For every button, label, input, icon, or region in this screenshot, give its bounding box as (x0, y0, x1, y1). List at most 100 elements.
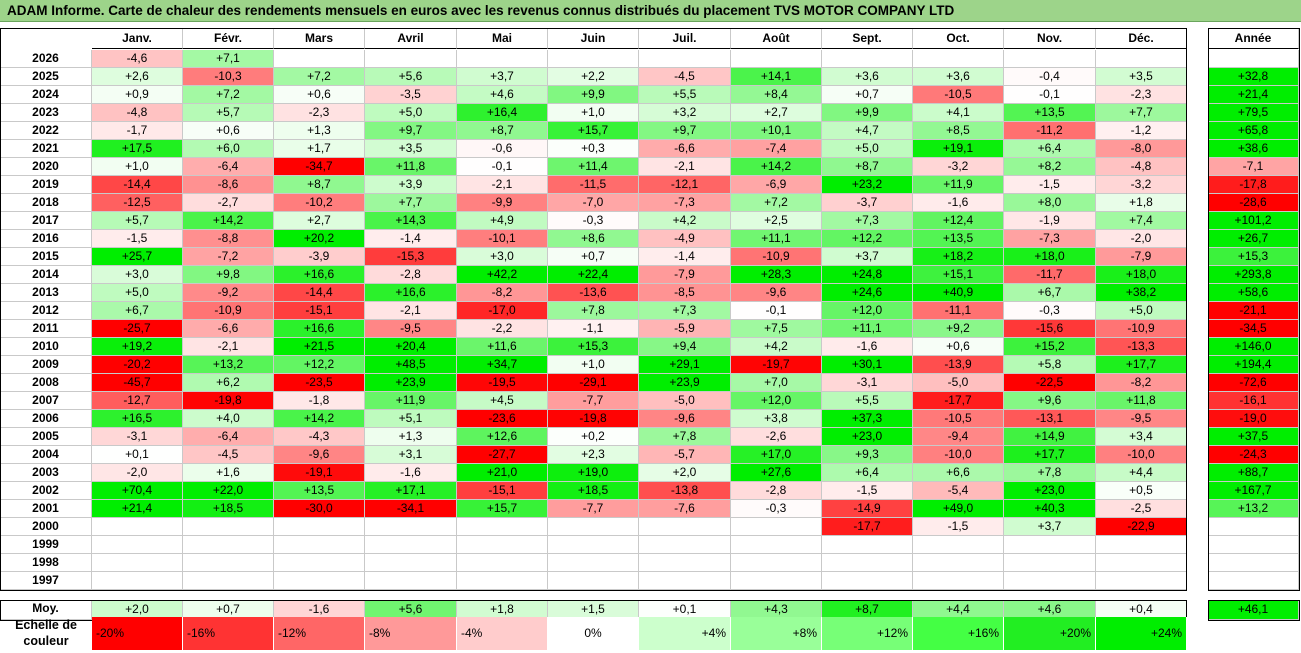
heatmap-cell: +4,7 (822, 122, 913, 140)
chart-title: ADAM Informe. Carte de chaleur des rende… (0, 0, 1301, 22)
heatmap-cell: +0,7 (548, 248, 639, 266)
heatmap-cell: +1,6 (183, 464, 274, 482)
average-cell: +1,8 (457, 600, 548, 620)
heatmap-cell: -10,1 (457, 230, 548, 248)
annual-cell: +37,5 (1208, 428, 1299, 446)
heatmap-cell: -22,9 (1096, 518, 1187, 536)
heatmap-cell: -2,0 (92, 464, 183, 482)
heatmap-cell (822, 554, 913, 572)
heatmap-cell: -9,6 (274, 446, 365, 464)
heatmap-cell: -2,1 (639, 158, 731, 176)
row-year-label: 2019 (0, 176, 92, 194)
heatmap-cell: +7,5 (731, 320, 822, 338)
heatmap-cell: +16,6 (274, 266, 365, 284)
heatmap-cell: +34,7 (457, 356, 548, 374)
heatmap-cell: +8,6 (548, 230, 639, 248)
heatmap-cell (639, 554, 731, 572)
heatmap-cell (1004, 50, 1096, 68)
heatmap-cell: +6,7 (1004, 284, 1096, 302)
heatmap-cell: -6,6 (183, 320, 274, 338)
color-scale-step: +4% (639, 617, 731, 650)
heatmap-cell (639, 50, 731, 68)
heatmap-cell (183, 554, 274, 572)
heatmap-cell: -9,9 (457, 194, 548, 212)
row-year-label: 2004 (0, 446, 92, 464)
heatmap-cell: +3,1 (365, 446, 457, 464)
heatmap-cell: -7,3 (1004, 230, 1096, 248)
heatmap-cell: +70,4 (92, 482, 183, 500)
heatmap-cell: -0,4 (1004, 68, 1096, 86)
heatmap-cell: -13,9 (913, 356, 1004, 374)
annual-cell: -72,6 (1208, 374, 1299, 392)
row-year-label: 1999 (0, 536, 92, 554)
heatmap-cell: +11,4 (548, 158, 639, 176)
heatmap-cell: -1,6 (822, 338, 913, 356)
annual-cell: +65,8 (1208, 122, 1299, 140)
heatmap-cell (92, 554, 183, 572)
heatmap-cell: +11,6 (457, 338, 548, 356)
heatmap-cell (822, 572, 913, 590)
heatmap-cell (548, 554, 639, 572)
heatmap-cell: -12,7 (92, 392, 183, 410)
heatmap-cell: -15,6 (1004, 320, 1096, 338)
average-cell: +4,6 (1004, 600, 1096, 620)
heatmap-cell: +1,8 (1096, 194, 1187, 212)
heatmap-cell (639, 572, 731, 590)
heatmap-cell: -1,4 (365, 230, 457, 248)
heatmap-cell: +11,9 (365, 392, 457, 410)
heatmap-cell: +38,2 (1096, 284, 1187, 302)
heatmap-cell: +8,4 (731, 86, 822, 104)
heatmap-cell: +17,0 (731, 446, 822, 464)
heatmap-cell: +7,2 (731, 194, 822, 212)
heatmap-cell: -10,9 (183, 302, 274, 320)
heatmap-cell: +3,7 (457, 68, 548, 86)
heatmap-cell: +7,7 (1096, 104, 1187, 122)
heatmap-cell: +6,0 (183, 140, 274, 158)
heatmap-cell: +7,4 (1096, 212, 1187, 230)
heatmap-cell: +25,7 (92, 248, 183, 266)
heatmap-cell: +7,0 (731, 374, 822, 392)
heatmap-cell: -7,0 (548, 194, 639, 212)
heatmap-cell: -2,1 (365, 302, 457, 320)
heatmap-cell: -11,2 (1004, 122, 1096, 140)
heatmap-cell: +0,1 (92, 446, 183, 464)
heatmap-cell: -13,6 (548, 284, 639, 302)
heatmap-cell: -1,4 (639, 248, 731, 266)
heatmap-cell: +9,4 (639, 338, 731, 356)
heatmap-cell: -11,1 (913, 302, 1004, 320)
heatmap-cell: +3,7 (822, 248, 913, 266)
annual-cell: +101,2 (1208, 212, 1299, 230)
heatmap-cell: -6,4 (183, 428, 274, 446)
heatmap-cell: +5,5 (822, 392, 913, 410)
heatmap-cell: +12,2 (274, 356, 365, 374)
heatmap-cell: -3,2 (1096, 176, 1187, 194)
heatmap-cell: -4,8 (92, 104, 183, 122)
heatmap-cell: -7,4 (731, 140, 822, 158)
row-year-label: 2010 (0, 338, 92, 356)
heatmap-cell: -2,1 (183, 338, 274, 356)
heatmap-cell: +0,6 (913, 338, 1004, 356)
heatmap-cell: -10,0 (1096, 446, 1187, 464)
heatmap-cell: -5,7 (639, 446, 731, 464)
annual-cell (1208, 50, 1299, 68)
heatmap-cell (92, 572, 183, 590)
heatmap-cell: +0,2 (548, 428, 639, 446)
heatmap-cell: -14,9 (822, 500, 913, 518)
heatmap-cell: +2,7 (731, 104, 822, 122)
heatmap-cell: -2,6 (731, 428, 822, 446)
row-year-label: 1998 (0, 554, 92, 572)
heatmap-cell: -3,1 (822, 374, 913, 392)
heatmap-cell: -13,1 (1004, 410, 1096, 428)
heatmap-cell: +3,8 (731, 410, 822, 428)
heatmap-cell: -23,5 (274, 374, 365, 392)
heatmap-cell (548, 50, 639, 68)
color-scale-step: -8% (365, 617, 457, 650)
heatmap-cell: +16,4 (457, 104, 548, 122)
heatmap-cell: +4,2 (639, 212, 731, 230)
heatmap-cell: -7,9 (639, 266, 731, 284)
color-scale-step: +8% (731, 617, 822, 650)
annual-cell: -16,1 (1208, 392, 1299, 410)
row-year-label: 2025 (0, 68, 92, 86)
heatmap-cell (457, 50, 548, 68)
heatmap-cell: -10,3 (183, 68, 274, 86)
